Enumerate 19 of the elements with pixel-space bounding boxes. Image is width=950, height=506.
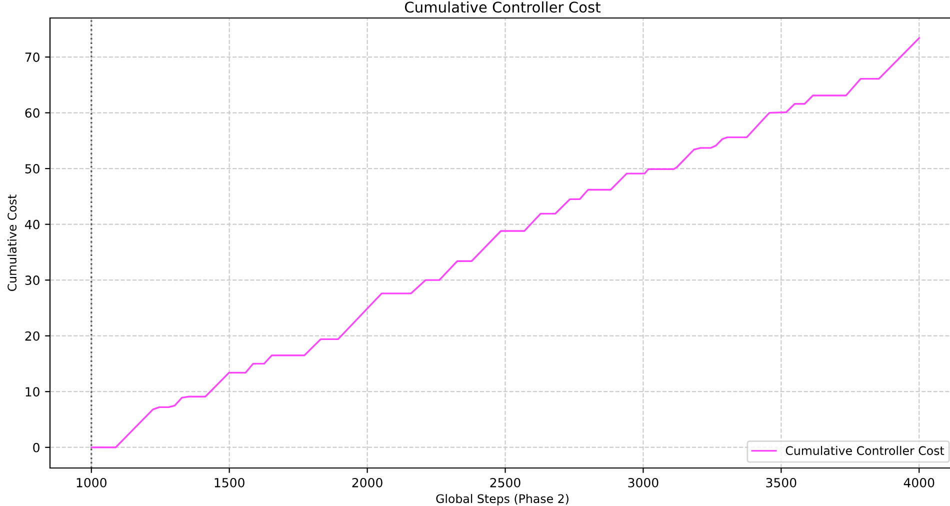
x-tick-label: 3500 (766, 478, 796, 488)
x-tick-label: 1000 (76, 478, 106, 488)
y-tick-label: 40 (24, 220, 40, 230)
y-tick-label: 60 (25, 108, 40, 118)
x-tick-label: 1500 (214, 478, 244, 488)
y-tick-label: 30 (25, 276, 40, 286)
y-tick-label: 50 (25, 164, 40, 174)
y-tick-label: 10 (26, 387, 40, 397)
y-tick-label: 20 (25, 331, 40, 341)
x-tick-label: 2000 (352, 478, 382, 488)
y-tick-label: 0 (33, 442, 40, 452)
y-axis-title: Cumulative Cost (7, 194, 17, 292)
x-axis-title: Global Steps (Phase 2) (436, 494, 568, 506)
x-tick-label: 2500 (490, 478, 520, 488)
legend-label: Cumulative Controller Cost (786, 446, 944, 456)
x-tick-label: 3000 (628, 478, 658, 488)
x-tick-label: 4000 (904, 478, 934, 488)
chart-title: Cumulative Controller Cost (404, 1, 600, 13)
y-tick-label: 70 (25, 52, 40, 62)
